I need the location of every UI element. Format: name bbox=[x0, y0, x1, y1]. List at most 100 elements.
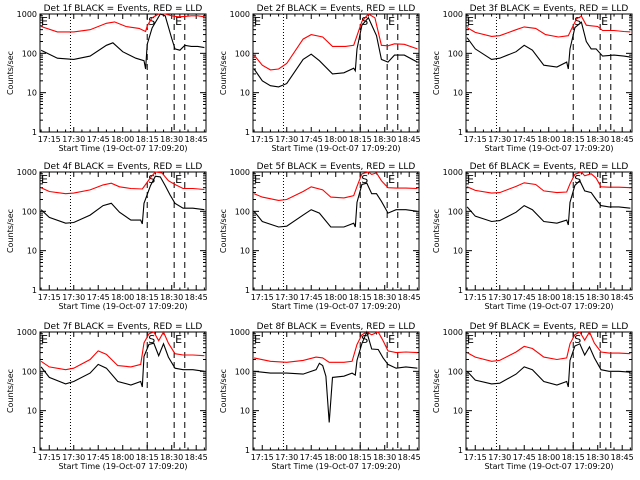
series-red-line bbox=[466, 171, 631, 194]
panel-title: Det 5f BLACK = Events, RED = LLD bbox=[257, 162, 416, 172]
x-tick-label: 18:15 bbox=[562, 453, 585, 462]
y-tick-label: 1000 bbox=[443, 168, 463, 177]
x-tick-label: 18:15 bbox=[349, 293, 372, 302]
y-tick-label: 1000 bbox=[230, 168, 250, 177]
x-tick-label: 17:30 bbox=[62, 135, 85, 144]
marker-label: S bbox=[148, 333, 155, 346]
y-axis-label: Counts/sec bbox=[219, 369, 228, 413]
y-tick-label: 1000 bbox=[230, 10, 250, 19]
panel-9: Det 9f BLACK = Events, RED = LLD 1 10 100 10… bbox=[432, 322, 634, 471]
marker-label: S bbox=[361, 173, 368, 186]
y-axis-label: Counts/sec bbox=[6, 51, 15, 95]
marker-label: E bbox=[175, 15, 182, 28]
panel-title: Det 1f BLACK = Events, RED = LLD bbox=[44, 4, 203, 14]
marker-label: E bbox=[175, 333, 182, 346]
x-axis-label: Start Time (19-Oct-07 17:09:20) bbox=[484, 144, 613, 153]
y-tick-label: 10 bbox=[27, 407, 37, 416]
panel-7: Det 7f BLACK = Events, RED = LLD 1 10 100 10… bbox=[6, 322, 208, 471]
x-tick-label: 17:45 bbox=[300, 293, 323, 302]
x-tick-label: 17:30 bbox=[275, 135, 298, 144]
marker-label: S bbox=[148, 15, 155, 28]
plot-frame bbox=[465, 13, 633, 133]
marker-label: E bbox=[175, 173, 182, 186]
series-black-line bbox=[254, 330, 418, 423]
y-tick-label: 10 bbox=[27, 89, 37, 98]
y-tick-label: 1 bbox=[458, 128, 463, 137]
y-tick-label: 10 bbox=[453, 89, 463, 98]
y-tick-label: 1000 bbox=[443, 10, 463, 19]
x-axis-label: Start Time (19-Oct-07 17:09:20) bbox=[58, 462, 187, 471]
x-tick-label: 18:00 bbox=[324, 293, 347, 302]
x-tick-label: 17:45 bbox=[300, 135, 323, 144]
marker-label: E bbox=[601, 173, 608, 186]
x-tick-label: 17:15 bbox=[38, 293, 61, 302]
y-tick-label: 100 bbox=[22, 367, 37, 376]
x-tick-label: 18:15 bbox=[349, 135, 372, 144]
x-tick-label: 18:00 bbox=[111, 293, 134, 302]
y-tick-label: 10 bbox=[453, 247, 463, 256]
x-tick-label: 18:15 bbox=[136, 293, 159, 302]
x-tick-label: 18:00 bbox=[537, 453, 560, 462]
panel-1: Det 1f BLACK = Events, RED = LLD 1 10 100 10… bbox=[6, 4, 208, 153]
panel-6: Det 6f BLACK = Events, RED = LLD 1 10 100 10… bbox=[432, 162, 634, 311]
panel-title: Det 3f BLACK = Events, RED = LLD bbox=[470, 4, 629, 14]
y-tick-label: 1 bbox=[32, 446, 37, 455]
x-tick-label: 18:00 bbox=[111, 453, 134, 462]
x-tick-label: 18:45 bbox=[398, 453, 421, 462]
marker-label: E bbox=[467, 173, 474, 186]
panel-8: Det 8f BLACK = Events, RED = LLD 1 10 100 10… bbox=[219, 322, 421, 471]
x-tick-label: 18:45 bbox=[398, 293, 421, 302]
x-tick-label: 18:00 bbox=[537, 135, 560, 144]
x-tick-label: 17:45 bbox=[300, 453, 323, 462]
series-black-line bbox=[253, 16, 418, 88]
marker-label: E bbox=[41, 173, 48, 186]
marker-label: E bbox=[254, 15, 261, 28]
x-tick-label: 17:30 bbox=[488, 293, 511, 302]
marker-label: E bbox=[601, 15, 608, 28]
panel-5: Det 5f BLACK = Events, RED = LLD 1 10 100 10… bbox=[219, 162, 421, 311]
x-tick-label: 18:45 bbox=[611, 135, 634, 144]
x-axis-label: Start Time (19-Oct-07 17:09:20) bbox=[484, 462, 613, 471]
marker-label: E bbox=[388, 15, 395, 28]
series-red-line bbox=[40, 13, 205, 33]
series-black-line bbox=[466, 179, 631, 226]
series-red-line bbox=[466, 330, 631, 362]
series-black-line bbox=[253, 182, 418, 228]
x-axis-label: Start Time (19-Oct-07 17:09:20) bbox=[271, 144, 400, 153]
x-tick-label: 17:30 bbox=[62, 453, 85, 462]
x-tick-label: 17:15 bbox=[251, 293, 274, 302]
y-tick-label: 1 bbox=[458, 446, 463, 455]
y-tick-label: 100 bbox=[22, 49, 37, 58]
plot-frame bbox=[465, 171, 633, 291]
panel-title: Det 4f BLACK = Events, RED = LLD bbox=[44, 162, 203, 172]
plot-frame bbox=[465, 331, 633, 451]
x-tick-label: 18:45 bbox=[185, 453, 208, 462]
y-tick-label: 100 bbox=[235, 367, 250, 376]
y-tick-label: 1000 bbox=[443, 328, 463, 337]
marker-label: S bbox=[574, 15, 581, 28]
series-black-line bbox=[466, 21, 631, 70]
x-tick-label: 18:30 bbox=[373, 453, 396, 462]
x-tick-label: 18:45 bbox=[398, 135, 421, 144]
x-tick-label: 17:45 bbox=[513, 453, 536, 462]
x-tick-label: 18:15 bbox=[136, 135, 159, 144]
y-tick-label: 100 bbox=[448, 49, 463, 58]
marker-label: S bbox=[148, 173, 155, 186]
marker-label: E bbox=[41, 333, 48, 346]
y-axis-label: Counts/sec bbox=[432, 369, 441, 413]
y-tick-label: 10 bbox=[240, 407, 250, 416]
x-tick-label: 17:15 bbox=[251, 453, 274, 462]
x-tick-label: 18:30 bbox=[160, 135, 183, 144]
marker-label: E bbox=[388, 173, 395, 186]
y-tick-label: 1000 bbox=[17, 168, 37, 177]
x-tick-label: 18:15 bbox=[136, 453, 159, 462]
x-tick-label: 18:15 bbox=[562, 293, 585, 302]
marker-label: S bbox=[361, 333, 368, 346]
y-tick-label: 100 bbox=[235, 207, 250, 216]
x-tick-label: 17:45 bbox=[87, 453, 110, 462]
x-axis-label: Start Time (19-Oct-07 17:09:20) bbox=[271, 302, 400, 311]
x-tick-label: 18:15 bbox=[562, 135, 585, 144]
plot-frame bbox=[39, 171, 207, 291]
x-tick-label: 18:30 bbox=[160, 453, 183, 462]
